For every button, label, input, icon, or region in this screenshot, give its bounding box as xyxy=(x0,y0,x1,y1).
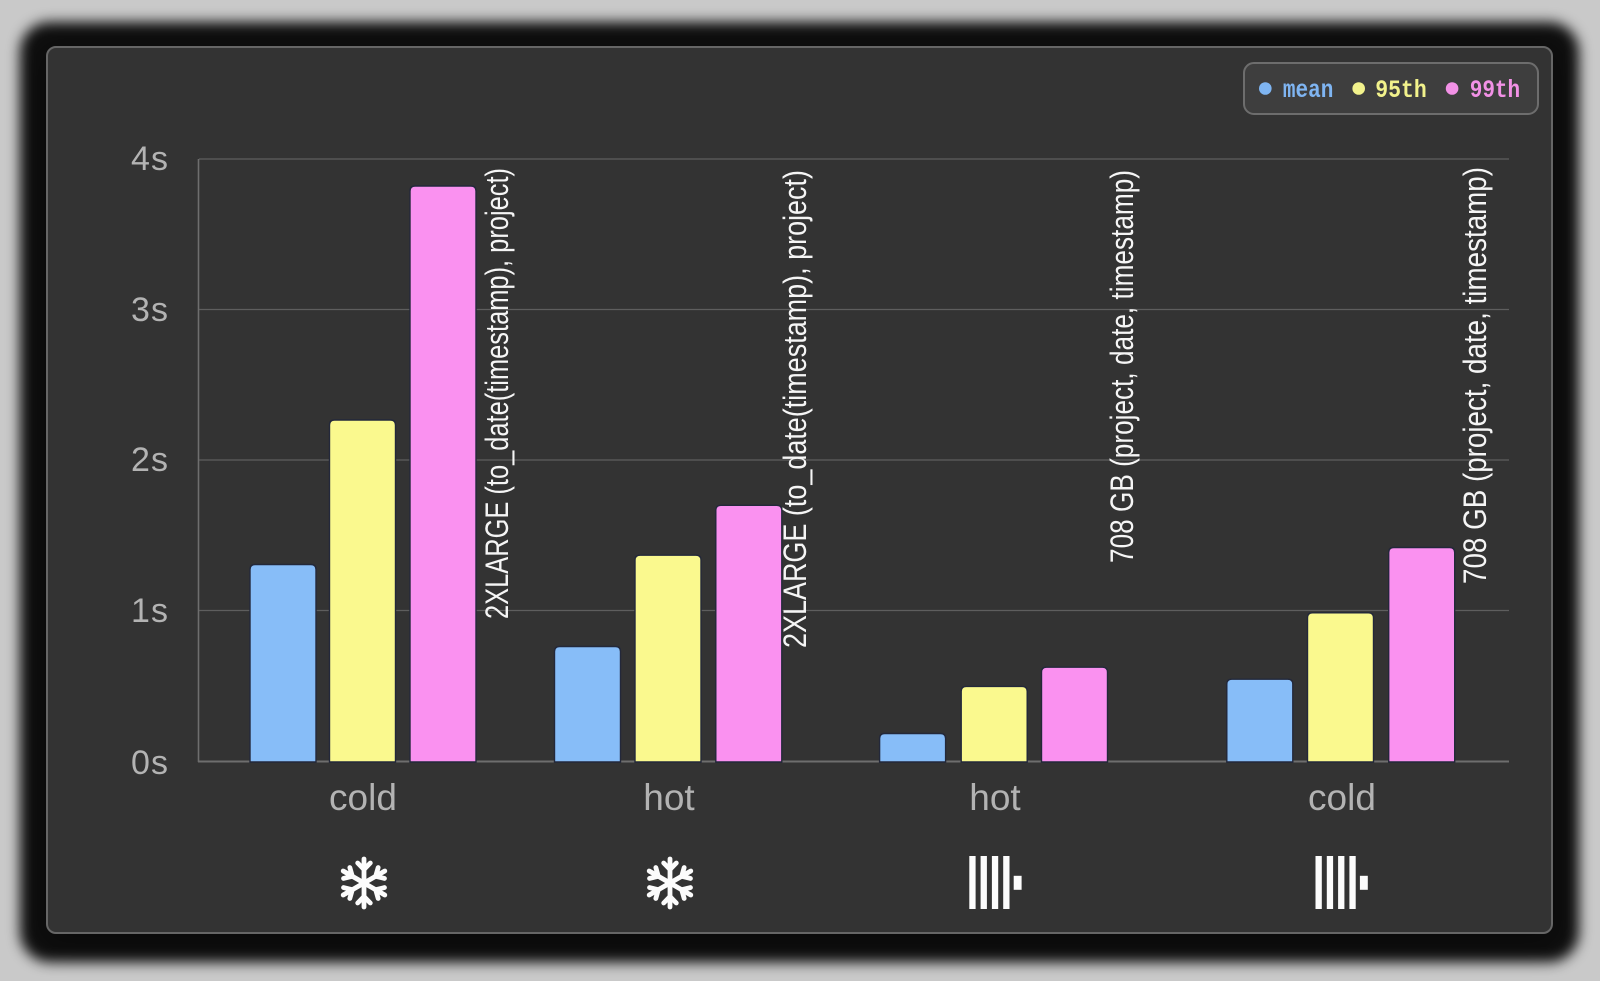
svg-text:hot: hot xyxy=(643,777,695,818)
svg-text:708 GB (project, date, timesta: 708 GB (project, date, timestamp) xyxy=(1457,167,1493,584)
svg-text:95th: 95th xyxy=(1375,76,1427,105)
svg-text:708 GB (project, date, timesta: 708 GB (project, date, timestamp) xyxy=(1104,170,1140,563)
svg-text:hot: hot xyxy=(969,777,1021,818)
svg-text:1s: 1s xyxy=(131,592,168,630)
svg-text:cold: cold xyxy=(329,777,397,818)
svg-text:2XLARGE (to_date(timestamp), p: 2XLARGE (to_date(timestamp), project) xyxy=(479,168,515,619)
svg-text:mean: mean xyxy=(1283,76,1334,105)
svg-text:0s: 0s xyxy=(131,744,168,782)
svg-text:2s: 2s xyxy=(131,441,168,479)
svg-text:cold: cold xyxy=(1308,777,1376,818)
svg-text:4s: 4s xyxy=(131,140,168,178)
svg-text:3s: 3s xyxy=(131,291,168,329)
svg-text:99th: 99th xyxy=(1470,76,1521,105)
svg-text:2XLARGE (to_date(timestamp), p: 2XLARGE (to_date(timestamp), project) xyxy=(777,170,813,648)
